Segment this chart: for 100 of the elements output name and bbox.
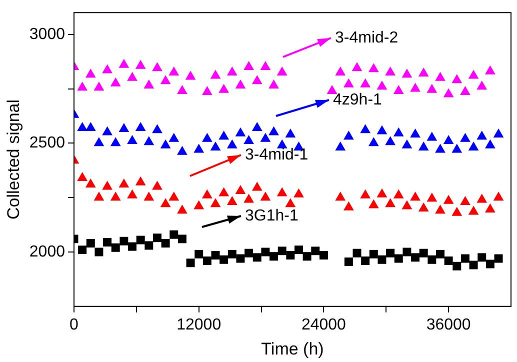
- x-axis-title: Time (h): [261, 339, 324, 358]
- point: [460, 132, 470, 142]
- point: [235, 185, 246, 194]
- point: [452, 262, 462, 270]
- point: [177, 146, 188, 155]
- point: [194, 144, 204, 153]
- point: [278, 246, 286, 256]
- point: [484, 65, 496, 74]
- point: [127, 135, 138, 144]
- point: [210, 198, 221, 208]
- point: [260, 132, 271, 142]
- point: [326, 84, 338, 94]
- point: [452, 206, 462, 216]
- point: [410, 82, 420, 92]
- point: [144, 80, 154, 89]
- point: [135, 60, 146, 69]
- point: [136, 236, 145, 244]
- point: [202, 189, 212, 198]
- point: [226, 139, 238, 148]
- point: [110, 137, 121, 146]
- point: [486, 260, 494, 268]
- point: [443, 194, 454, 204]
- point: [426, 84, 438, 93]
- point: [260, 61, 271, 70]
- point: [127, 189, 138, 198]
- point: [319, 251, 328, 260]
- point: [335, 66, 346, 76]
- point: [444, 256, 453, 265]
- point: [160, 139, 171, 148]
- point: [426, 192, 438, 202]
- point: [236, 254, 245, 263]
- point: [218, 84, 230, 93]
- point: [77, 82, 88, 91]
- point: [343, 130, 354, 140]
- point: [360, 124, 371, 134]
- point: [285, 128, 296, 138]
- point: [476, 130, 488, 140]
- point: [152, 234, 162, 242]
- point: [435, 72, 446, 81]
- point: [168, 66, 180, 76]
- point: [378, 255, 386, 264]
- point: [128, 242, 137, 251]
- point: [478, 253, 486, 262]
- point: [202, 256, 212, 265]
- point: [202, 86, 212, 96]
- point: [135, 176, 146, 186]
- point: [144, 192, 154, 201]
- point: [352, 248, 362, 258]
- point: [94, 248, 104, 256]
- point: [302, 252, 312, 261]
- point: [78, 246, 87, 254]
- point: [228, 250, 236, 258]
- point: [484, 204, 496, 213]
- point: [268, 80, 279, 89]
- point: [170, 230, 178, 239]
- legend-label: 3-4mid-2: [335, 29, 398, 46]
- point: [244, 194, 254, 203]
- point: [85, 68, 96, 78]
- point: [135, 122, 146, 131]
- point: [102, 126, 112, 136]
- point: [460, 254, 470, 263]
- legend-label: 3G1h-1: [245, 207, 298, 224]
- point: [452, 144, 462, 153]
- point: [493, 128, 504, 138]
- point: [235, 127, 246, 136]
- point: [168, 132, 180, 142]
- point: [102, 64, 112, 74]
- point: [210, 70, 221, 79]
- point: [260, 192, 271, 201]
- point: [368, 137, 379, 146]
- y-tick-label: 2500: [29, 134, 66, 152]
- point: [144, 136, 154, 146]
- point: [218, 187, 230, 196]
- point: [152, 124, 162, 134]
- point: [226, 66, 238, 76]
- point: [469, 260, 478, 270]
- point: [402, 68, 412, 78]
- x-tick-label: 24000: [301, 316, 346, 334]
- point: [418, 142, 429, 151]
- point: [410, 128, 420, 138]
- point: [335, 192, 346, 201]
- point: [294, 246, 303, 254]
- point: [118, 123, 130, 132]
- point: [211, 251, 220, 260]
- point: [436, 250, 444, 258]
- point: [376, 188, 388, 198]
- point: [103, 238, 112, 246]
- point: [168, 192, 180, 201]
- point: [393, 189, 404, 198]
- point: [77, 122, 88, 131]
- point: [476, 194, 488, 203]
- point: [394, 254, 403, 263]
- point: [411, 253, 420, 262]
- point: [160, 198, 171, 208]
- point: [468, 70, 479, 79]
- point: [468, 206, 479, 215]
- point: [418, 202, 429, 212]
- point: [452, 74, 462, 84]
- point: [110, 192, 121, 201]
- point: [335, 142, 346, 151]
